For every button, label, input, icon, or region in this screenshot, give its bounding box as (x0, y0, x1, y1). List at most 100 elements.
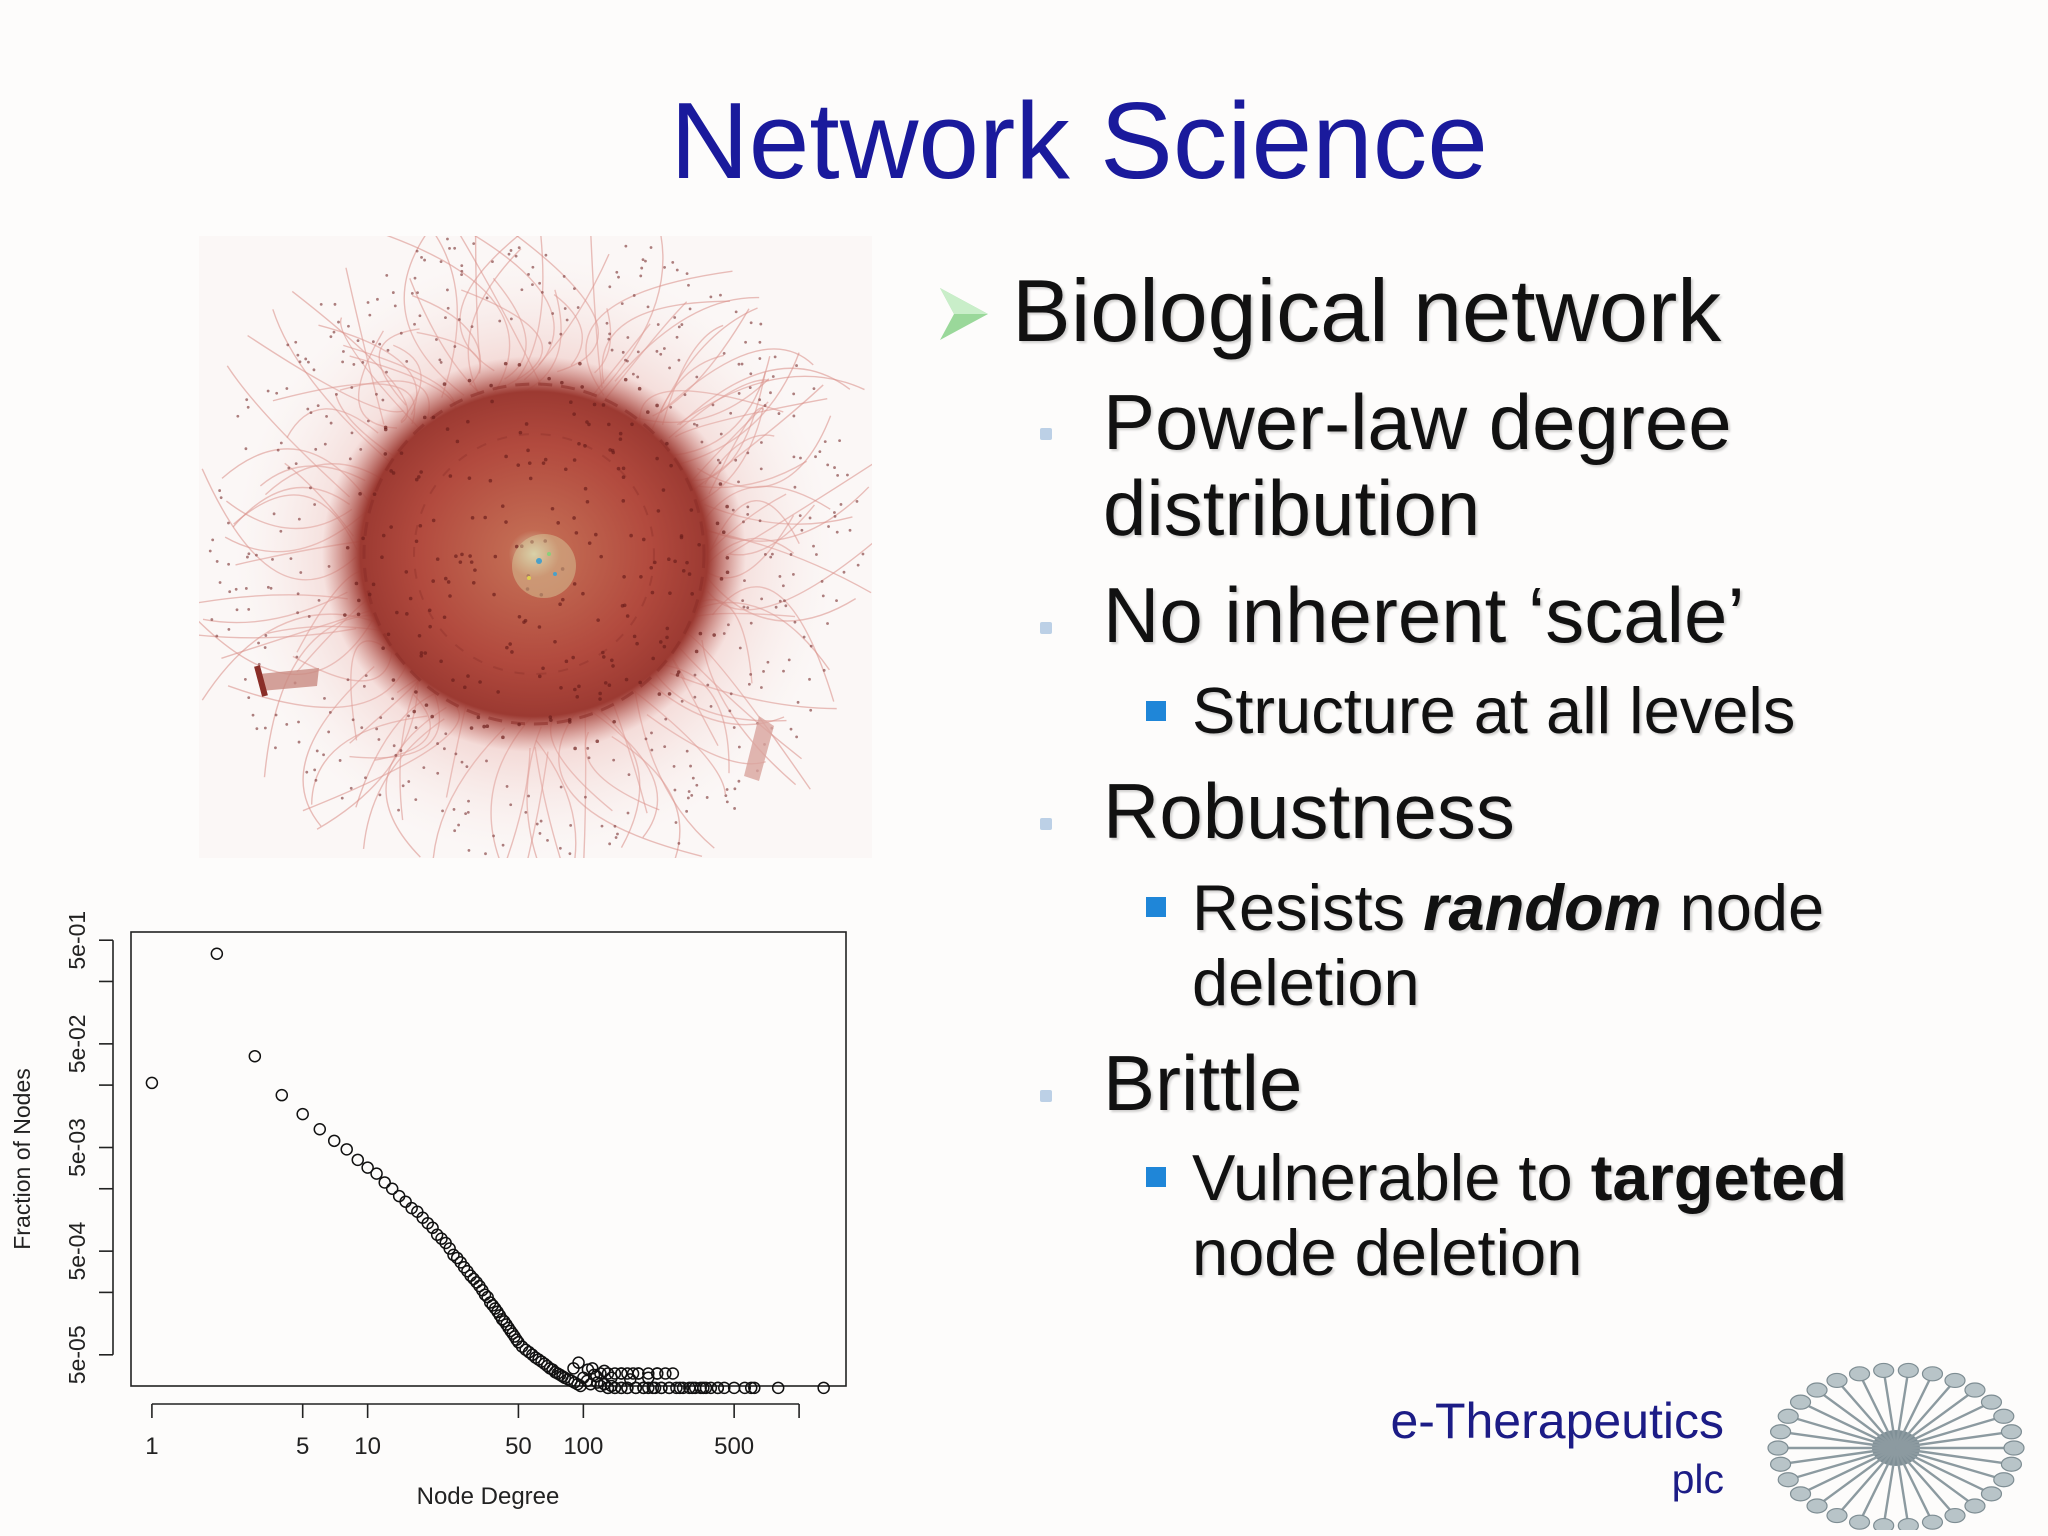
network-node (466, 419, 470, 424)
network-node (687, 572, 692, 576)
y-tick-label: 5e-01 (64, 911, 90, 970)
network-node (361, 361, 365, 364)
network-node (760, 686, 763, 689)
network-node (795, 735, 799, 739)
network-node (246, 555, 249, 559)
data-point (670, 1381, 683, 1395)
network-node (598, 691, 602, 696)
logo-spoke-dot (2000, 1424, 2023, 1440)
network-node (431, 518, 436, 523)
network-node (327, 564, 331, 568)
network-node (404, 570, 409, 574)
network-node (294, 340, 298, 344)
network-node (569, 400, 573, 405)
network-node (399, 451, 404, 455)
network-node (738, 646, 742, 650)
network-node (608, 448, 612, 452)
network-node (218, 581, 222, 584)
network-node (621, 350, 625, 354)
network-node (572, 582, 577, 586)
network-node (485, 724, 490, 728)
network-node (219, 496, 223, 500)
logo-spoke-dot (1848, 1514, 1871, 1530)
network-node (483, 515, 487, 520)
network-node (395, 610, 399, 615)
network-node (769, 391, 772, 395)
network-node (599, 554, 603, 559)
network-node (551, 312, 555, 315)
network-node (629, 533, 633, 538)
network-node (211, 538, 215, 542)
data-point (327, 1134, 341, 1148)
network-node (218, 489, 222, 492)
network-node (728, 709, 732, 713)
logo-spoke-dot (1848, 1366, 1871, 1382)
network-node (228, 590, 232, 594)
network-node (418, 314, 422, 318)
network-node (414, 798, 418, 802)
network-node (274, 746, 277, 750)
network-node (820, 580, 824, 583)
network-node (721, 530, 726, 535)
network-node (244, 447, 248, 451)
network-node (583, 444, 587, 448)
network-node (610, 348, 614, 352)
network-node (685, 560, 689, 565)
network-node (537, 625, 542, 629)
network-node (622, 575, 626, 579)
network-node (667, 557, 671, 562)
network-node (428, 624, 432, 629)
data-point (430, 1228, 444, 1241)
network-node (626, 811, 630, 815)
network-node (439, 360, 443, 364)
network-node (517, 615, 522, 619)
network-node (391, 697, 395, 701)
network-node (665, 441, 669, 446)
network-node (257, 662, 261, 666)
data-point (738, 1381, 752, 1395)
network-node (341, 360, 345, 364)
network-node (537, 674, 542, 679)
network-node (623, 377, 628, 382)
network-node (616, 466, 621, 471)
network-node (405, 359, 409, 363)
logo-spoke-dot (2003, 1440, 2025, 1456)
network-node (632, 294, 636, 297)
network-node (586, 746, 590, 750)
network-node (662, 644, 667, 649)
network-node (781, 584, 785, 588)
network-node (722, 352, 726, 355)
data-point (598, 1377, 611, 1391)
network-node (826, 463, 830, 467)
network-node (422, 766, 426, 769)
y-tick-label: 5e-04 (64, 1222, 90, 1281)
network-node (383, 452, 388, 456)
network-node (423, 651, 428, 655)
logo-spoke (1780, 1446, 1897, 1466)
network-node (690, 794, 694, 797)
data-point (378, 1176, 391, 1189)
logo-spoke-dot (1826, 1507, 1848, 1524)
data-point (817, 1381, 830, 1395)
network-node (274, 713, 278, 717)
logo-spoke (1895, 1379, 1956, 1449)
network-node (726, 623, 730, 627)
network-node (210, 618, 214, 621)
network-node (812, 544, 815, 548)
bullet-vulnerable-line1: Vulnerable to targeted (1192, 1140, 1847, 1215)
data-point (771, 1381, 785, 1395)
network-node (675, 335, 679, 339)
network-node (669, 405, 673, 409)
network-node (784, 604, 788, 608)
network-node (585, 420, 589, 424)
network-node (744, 340, 747, 344)
network-node (399, 331, 403, 335)
network-node (467, 848, 471, 852)
network-node (407, 780, 411, 783)
network-node (562, 275, 566, 278)
bullet-resists-line2: deletion (1192, 946, 1420, 1019)
network-node (299, 571, 303, 574)
logo-spoke-dot (1826, 1372, 1848, 1389)
network-node (372, 492, 377, 497)
network-node (389, 469, 393, 473)
